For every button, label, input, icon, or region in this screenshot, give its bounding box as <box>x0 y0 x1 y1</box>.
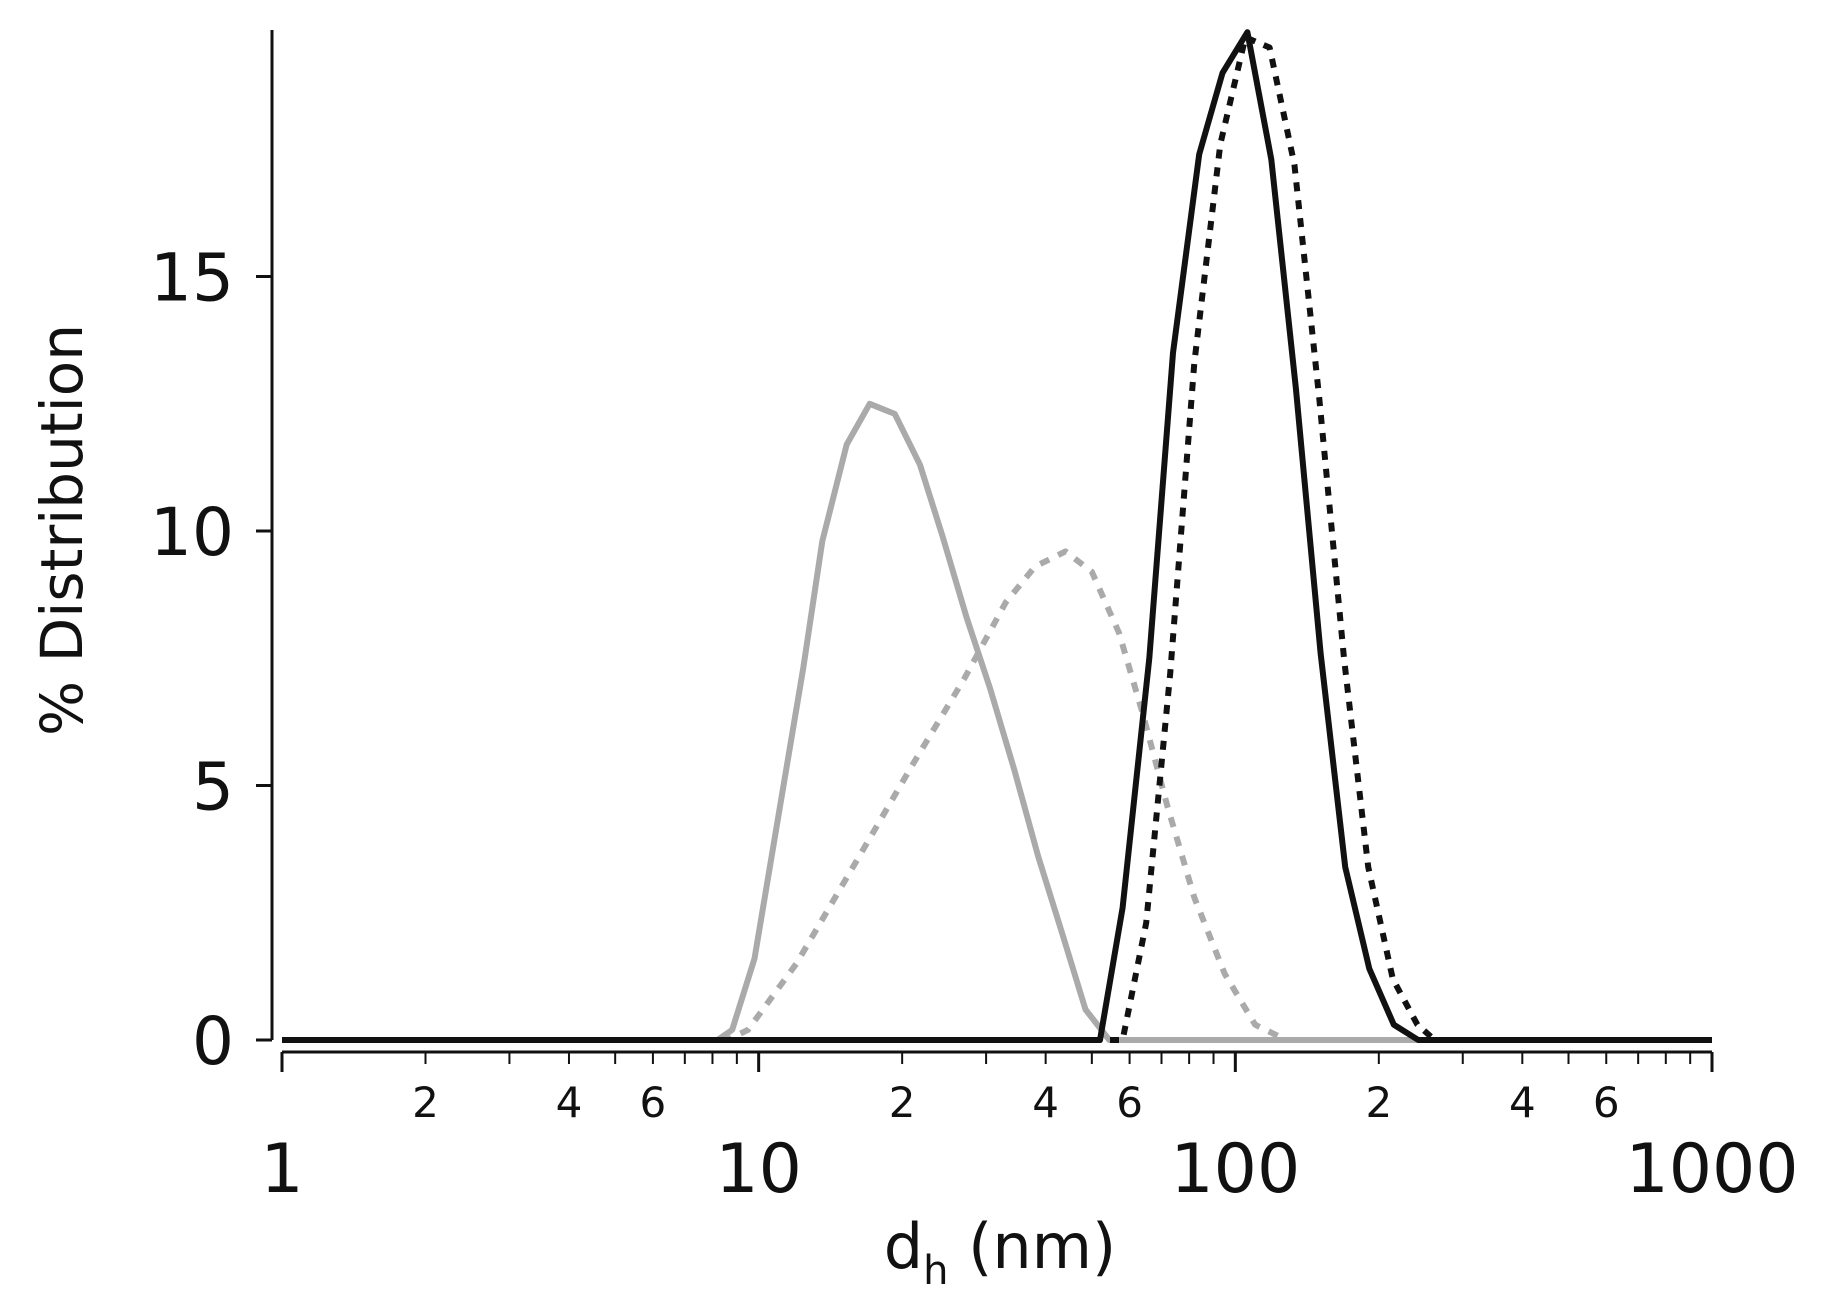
x-major-tick-label: 100 <box>1170 1130 1300 1209</box>
ticks-layer: 0 5 10 15 2 4 6 2 4 6 2 4 6 1 10 100 1000 <box>150 240 1799 1210</box>
x-minor-tick-label: 2 <box>412 1078 439 1127</box>
x-minor-tick-label: 2 <box>889 1078 916 1127</box>
x-axis-title-main: d <box>884 1210 923 1283</box>
y-tick-label: 10 <box>150 494 234 571</box>
y-tick-label: 15 <box>150 240 234 317</box>
series-layer <box>282 29 1712 1043</box>
y-axis-title: % Distribution <box>28 324 96 736</box>
x-axis-title-rest: (nm) <box>948 1210 1116 1283</box>
y-tick-label: 0 <box>192 1003 234 1080</box>
series-black-solid-line <box>282 29 1712 1043</box>
axes <box>270 30 1712 1054</box>
series-grey-solid-line <box>282 400 1712 1043</box>
series-grey-dotted-line <box>282 548 1712 1043</box>
x-minor-tick-label: 2 <box>1365 1078 1392 1127</box>
series-black-dotted-line <box>282 34 1712 1043</box>
x-axis-title-subscript: h <box>923 1248 948 1294</box>
x-minor-tick-label: 4 <box>556 1078 583 1127</box>
x-minor-tick-label: 6 <box>640 1078 667 1127</box>
x-major-tick-label: 1000 <box>1625 1130 1798 1209</box>
x-major-tick-label: 1 <box>260 1130 303 1209</box>
y-tick-label: 5 <box>192 749 234 826</box>
x-axis-title: dh (nm) <box>884 1210 1117 1294</box>
x-minor-tick-label: 6 <box>1116 1078 1143 1127</box>
x-minor-tick-label: 4 <box>1509 1078 1536 1127</box>
x-major-tick-label: 10 <box>715 1130 802 1209</box>
x-minor-tick-label: 6 <box>1593 1078 1620 1127</box>
x-minor-tick-label: 4 <box>1032 1078 1059 1127</box>
